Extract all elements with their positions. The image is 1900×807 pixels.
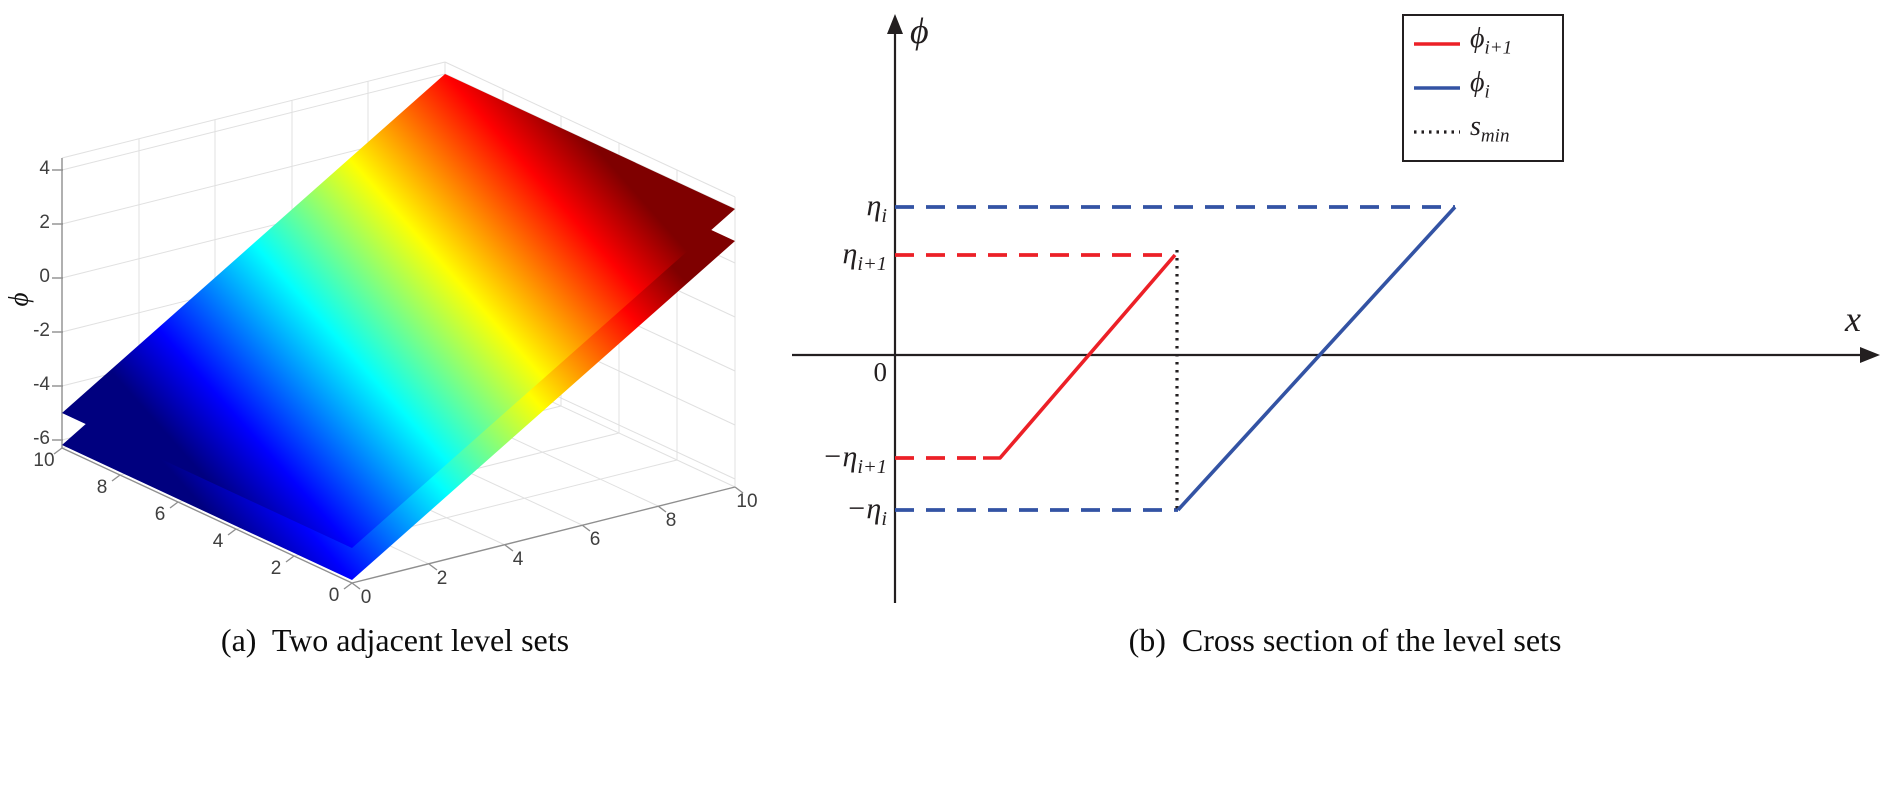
y-axis-label-phi: ϕ [910, 11, 929, 51]
y-tick: 6 [154, 504, 166, 525]
x-tick: 2 [436, 568, 448, 589]
legend-item-phi-i1: ϕi+1 [1414, 22, 1552, 66]
axis-lines-3d [52, 158, 744, 590]
x-tick: 4 [512, 549, 524, 570]
legend-line-red [1414, 42, 1460, 46]
caption-b: (b) Cross section of the level sets [1128, 622, 1562, 658]
z-tick: -6 [33, 428, 50, 449]
z-tick: 2 [39, 212, 50, 233]
neg-eta-i-label: −ηi [846, 492, 887, 531]
panel-b-cross-section: ϕ x ηi ηi+1 0 −ηi+1 −ηi ϕi+1 ϕi smin (b)… [790, 0, 1900, 807]
surface-plot-3d [52, 61, 744, 590]
z-tick: -4 [33, 374, 50, 395]
legend-item-phi-i: ϕi [1414, 66, 1552, 110]
x-tick: 10 [736, 491, 758, 512]
z-tick: -2 [33, 320, 50, 341]
z-tick: 0 [39, 266, 50, 287]
phi-i1-curve [983, 253, 1177, 460]
legend-line-blue [1414, 86, 1460, 90]
x-tick: 0 [360, 587, 372, 608]
caption-a: (a) Two adjacent level sets [220, 622, 570, 658]
cross-section-plot [792, 14, 1880, 603]
phi-i-curve [1176, 205, 1457, 512]
y-tick: 4 [212, 531, 224, 552]
legend-box: ϕi+1 ϕi smin [1402, 14, 1564, 162]
legend-item-s-min: smin [1414, 110, 1552, 154]
y-tick: 0 [328, 585, 340, 606]
y-tick: 2 [270, 558, 282, 579]
panel-a-surface-plot: 4 2 0 -2 -4 -6 10 8 6 4 2 0 0 2 4 6 8 10… [0, 0, 790, 807]
neg-eta-i1-label: −ηi+1 [822, 440, 887, 479]
x-axis-label: x [1845, 299, 1861, 339]
y-tick: 10 [33, 450, 55, 471]
y-tick: 8 [96, 477, 108, 498]
x-tick: 8 [665, 510, 677, 531]
origin-label: 0 [873, 357, 888, 387]
eta-i-label: ηi [866, 189, 887, 228]
surface-phi-i1-upper [62, 74, 735, 548]
x-tick: 6 [589, 529, 601, 550]
legend-line-dotted [1414, 130, 1460, 134]
z-tick: 4 [39, 158, 50, 179]
eta-i1-label: ηi+1 [842, 237, 887, 276]
z-axis-label-phi: ϕ [3, 292, 34, 307]
